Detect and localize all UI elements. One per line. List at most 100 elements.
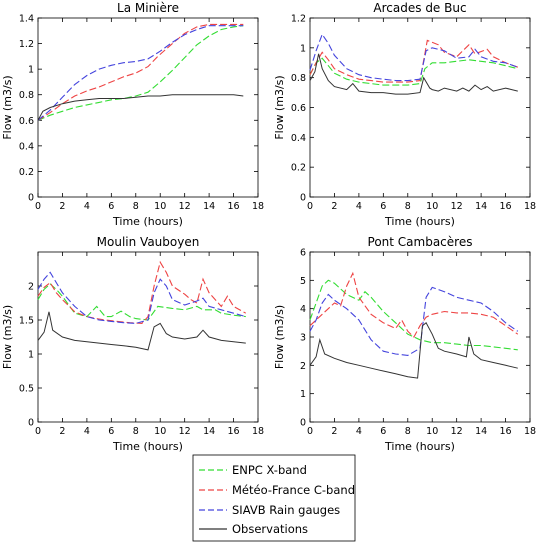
y-tick-label: 2 [300,361,306,372]
y-tick-label: 1.4 [19,14,34,25]
series-line-siavb-rain-gauges [309,33,518,82]
x-tick-label: 2 [331,426,337,437]
y-axis-label: Flow (m3/s) [1,305,14,369]
legend-label-siavb: SIAVB Rain gauges [232,503,340,517]
x-tick-label: 16 [228,201,240,212]
y-tick-label: 1 [300,389,306,400]
series-line-meteo-france-c-band [37,260,247,324]
x-tick-label: 8 [405,201,411,212]
y-tick-label: 3 [300,333,306,344]
x-tick-label: 16 [500,201,512,212]
panel-title: Arcades de Buc [373,1,466,15]
series-line-observations [37,311,246,351]
y-tick-label: 0.2 [19,167,34,178]
series-line-meteo-france-c-band [309,271,519,338]
x-tick-label: 4 [356,201,362,212]
legend-item-observations: Observations [199,522,308,536]
series-line-enpc-x-band [309,279,518,351]
y-tick-label: 0 [300,193,306,204]
series-line-observations [37,94,244,121]
legend-label-enpc: ENPC X-band [232,463,307,477]
x-tick-label: 6 [108,201,114,212]
legend-label-observations: Observations [232,522,308,536]
series-line-enpc-x-band [37,283,246,321]
x-tick-label: 8 [405,426,411,437]
panel-la-miniere: 0 2 4 6 8 10 12 14 16 18 0 0.2 0.4 0.6 0.8 1 1.2 1.4 La Mi… [1,1,264,228]
x-tick-label: 10 [154,426,166,437]
legend-item-siavb: SIAVB Rain gauges [199,503,340,517]
x-tick-label: 2 [331,201,337,212]
plot-frame [37,17,259,198]
series-line-siavb-rain-gauges [309,286,519,356]
y-tick-label: 1 [300,43,306,54]
panel-moulin-vauboyen: 0 2 4 6 8 10 12 14 16 18 0 0.5 1 1.5 2 Moulin Vauboyen T… [1,235,264,453]
x-tick-label: 18 [252,426,264,437]
y-tick-label: 1.5 [19,316,34,327]
x-tick-label: 6 [380,426,386,437]
x-axis-label: Time (hours) [112,440,183,453]
x-tick-label: 4 [84,201,90,212]
legend-label-meteo-france: Météo-France C-band [232,483,355,497]
y-tick-label: 1.2 [291,14,306,25]
legend-item-meteo-france: Météo-France C-band [199,483,355,497]
y-tick-label: 1 [28,65,34,76]
x-tick-label: 18 [252,201,264,212]
y-tick-label: 1 [28,350,34,361]
x-tick-label: 8 [133,201,139,212]
y-tick-label: 6 [300,248,306,259]
y-tick-label: 0.8 [291,73,306,84]
series-line-siavb-rain-gauges [37,271,246,324]
plot-frame [309,251,531,423]
x-tick-label: 12 [451,426,463,437]
x-tick-label: 16 [228,426,240,437]
x-axis-label: Time (hours) [112,215,183,228]
x-tick-label: 12 [179,201,191,212]
x-tick-label: 18 [524,201,536,212]
x-tick-label: 2 [59,201,65,212]
y-tick-label: 0.6 [291,103,306,114]
y-tick-label: 0.8 [19,90,34,101]
x-tick-label: 0 [307,426,313,437]
panel-title: Pont Cambacères [368,235,473,249]
series-line-siavb-rain-gauges [37,25,244,121]
y-axis-label: Flow (m3/s) [273,75,286,139]
x-tick-label: 0 [35,426,41,437]
x-tick-label: 14 [203,201,215,212]
x-tick-label: 6 [380,201,386,212]
y-tick-label: 0.2 [291,163,306,174]
series-line-meteo-france-c-band [37,23,244,121]
x-tick-label: 14 [475,201,487,212]
x-tick-label: 14 [475,426,487,437]
x-tick-label: 18 [524,426,536,437]
x-tick-label: 14 [203,426,215,437]
x-tick-label: 12 [179,426,191,437]
x-tick-label: 16 [500,426,512,437]
x-tick-label: 4 [84,426,90,437]
y-tick-label: 5 [300,276,306,287]
y-tick-label: 0 [300,418,306,429]
y-tick-label: 0 [28,193,34,204]
y-tick-label: 0.4 [19,141,34,152]
series-line-enpc-x-band [309,57,518,86]
x-tick-label: 2 [59,426,65,437]
plot-frame [37,251,259,423]
panel-arcades-de-buc: 0 2 4 6 8 10 12 14 16 18 0 0.2 0.4 0.6 0.8 1 1.2 Arcades … [273,1,536,228]
legend-item-enpc: ENPC X-band [199,463,307,477]
legend-frame [192,454,356,542]
y-tick-label: 1.2 [19,39,34,50]
x-tick-label: 8 [133,426,139,437]
y-tick-label: 0.5 [19,384,34,395]
x-tick-label: 10 [426,426,438,437]
x-tick-label: 10 [426,201,438,212]
legend: ENPC X-band Météo-France C-band SIAVB Ra… [192,454,356,542]
x-tick-label: 12 [451,201,463,212]
panel-title: Moulin Vauboyen [97,235,200,249]
x-tick-label: 0 [307,201,313,212]
x-tick-label: 6 [108,426,114,437]
y-axis-label: Flow (m3/s) [1,75,14,139]
x-tick-label: 4 [356,426,362,437]
x-axis-label: Time (hours) [384,215,455,228]
